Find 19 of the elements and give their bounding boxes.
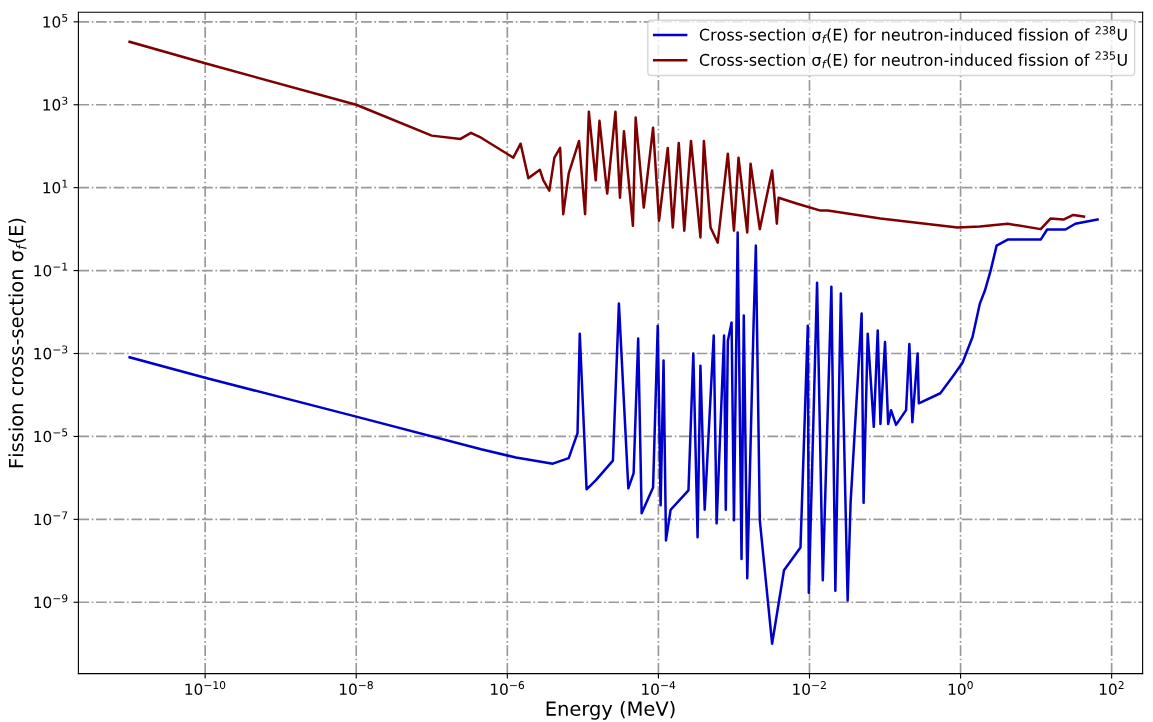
legend-label: Cross-section σ$_{f}$(E) for neutron-induced fission of $^{238}$U <box>699 26 1127 44</box>
legend-label: Cross-section σ$_{f}$(E) for neutron-induced fission of $^{235}$U <box>699 51 1127 69</box>
x-tick-label: 10$^{2}$ <box>1099 681 1124 696</box>
x-tick-label: 10$^{−2}$ <box>793 681 826 696</box>
x-tick-label: 10$^{−6}$ <box>491 681 525 696</box>
x-tick-label: 10$^{−10}$ <box>185 681 226 696</box>
x-tick-label: 10$^{0}$ <box>948 681 973 696</box>
y-tick-label: 10$^{−1}$ <box>34 262 68 277</box>
y-tick-label: 10$^{−5}$ <box>34 428 68 443</box>
x-tick-label: 10$^{−4}$ <box>642 681 676 696</box>
y-tick-label: 10$^{−3}$ <box>34 345 68 360</box>
y-tick-label: 10$^{1}$ <box>43 179 68 194</box>
x-axis-title: Energy (MeV) <box>546 700 675 720</box>
y-tick-label: 10$^{3}$ <box>43 96 68 111</box>
y-tick-label: 10$^{5}$ <box>43 13 68 28</box>
y-tick-label: 10$^{−9}$ <box>34 594 68 609</box>
y-tick-label: 10$^{−7}$ <box>34 511 68 526</box>
y-axis-title: Fission cross-section σ$_{f}$(E) <box>8 218 27 468</box>
x-tick-label: 10$^{−8}$ <box>339 681 373 696</box>
